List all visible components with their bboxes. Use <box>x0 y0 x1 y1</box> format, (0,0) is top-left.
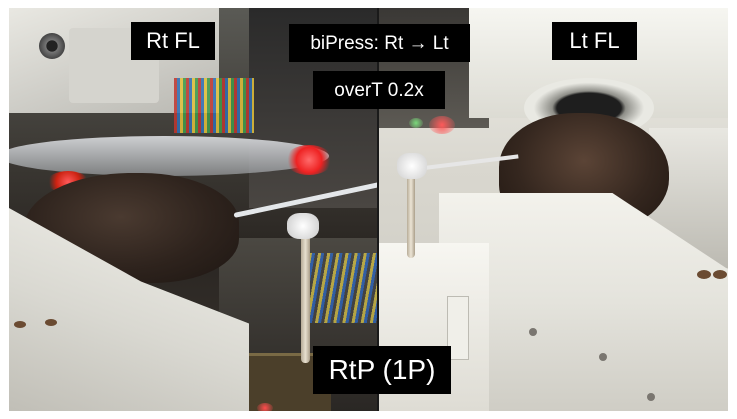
right-camera-view <box>379 8 728 411</box>
screw-head <box>697 270 711 279</box>
camera-lens-icon <box>39 33 65 59</box>
green-led-light <box>409 118 423 128</box>
red-led-light <box>285 145 333 175</box>
trial-label: RtP (1P) <box>313 346 451 394</box>
playback-speed-label: overT 0.2x <box>313 71 445 109</box>
part-label <box>447 296 469 360</box>
screw-head <box>647 393 655 401</box>
screw-head <box>713 270 727 279</box>
right-view-label: Lt FL <box>552 22 637 60</box>
indicator-led <box>257 403 273 411</box>
red-led-light <box>429 116 455 134</box>
force-rod <box>407 163 415 258</box>
rod-joint <box>287 213 319 239</box>
view-divider <box>377 8 379 411</box>
screw-head <box>529 328 537 336</box>
condition-label: biPress: Rt → Lt <box>289 24 470 62</box>
screw-head <box>45 319 57 326</box>
force-rod <box>301 228 310 363</box>
ribbon-cable <box>174 78 254 133</box>
transparent-plate <box>9 136 329 176</box>
screw-head <box>599 353 607 361</box>
screw-head <box>14 321 26 328</box>
rod-joint <box>397 153 427 179</box>
colored-wires <box>309 253 377 323</box>
left-view-label: Rt FL <box>131 22 215 60</box>
